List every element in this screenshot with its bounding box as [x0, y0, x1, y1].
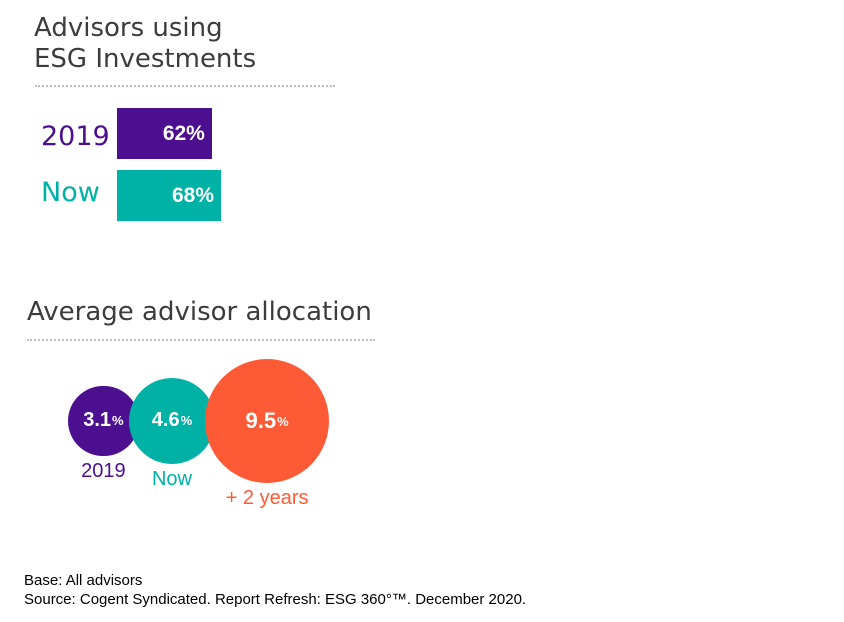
bubble-unit-now: % [180, 413, 193, 429]
bubble-unit-plus-2-years: % [277, 413, 289, 429]
bubble-value-2019: 3.1 [83, 409, 112, 432]
bubble-value-plus-2-years: 9.5 [245, 408, 277, 433]
chart-title-line-2: ESG Investments [34, 44, 257, 74]
bubble-2019: 3.1% [68, 385, 139, 457]
bubble-label-2019: 2019 [81, 460, 126, 483]
footnote-source: Source: Cogent Syndicated. Report Refres… [24, 591, 527, 608]
bubble-now: 4.6% [128, 377, 216, 465]
bubble-unit-2019: % [112, 413, 124, 429]
chart-title-line-1: Advisors using [34, 13, 223, 43]
bubble-plus-2-years: 9.5% [205, 359, 330, 483]
chart-title-average-allocation: Average advisor allocation [27, 297, 372, 327]
bubble-value-now: 4.6 [151, 409, 180, 432]
bubble-label-now: Now [151, 468, 192, 491]
bar-value-label-2019: 62% [162, 121, 205, 145]
title-divider [35, 85, 335, 87]
bubble-label-plus-2-years: + 2 years [225, 487, 309, 509]
bar-category-label-now: Now [41, 177, 100, 208]
bar-2019: 62% [117, 108, 212, 159]
footnote-base: Base: All advisors [24, 572, 143, 589]
bar-value-label-now: 68% [172, 183, 215, 207]
chart-title-advisors-using-esg: Advisors using ESG Investments [34, 13, 256, 75]
bar-category-label-2019: 2019 [41, 121, 110, 152]
title-divider [27, 339, 375, 341]
bar-now: 68% [117, 170, 222, 221]
